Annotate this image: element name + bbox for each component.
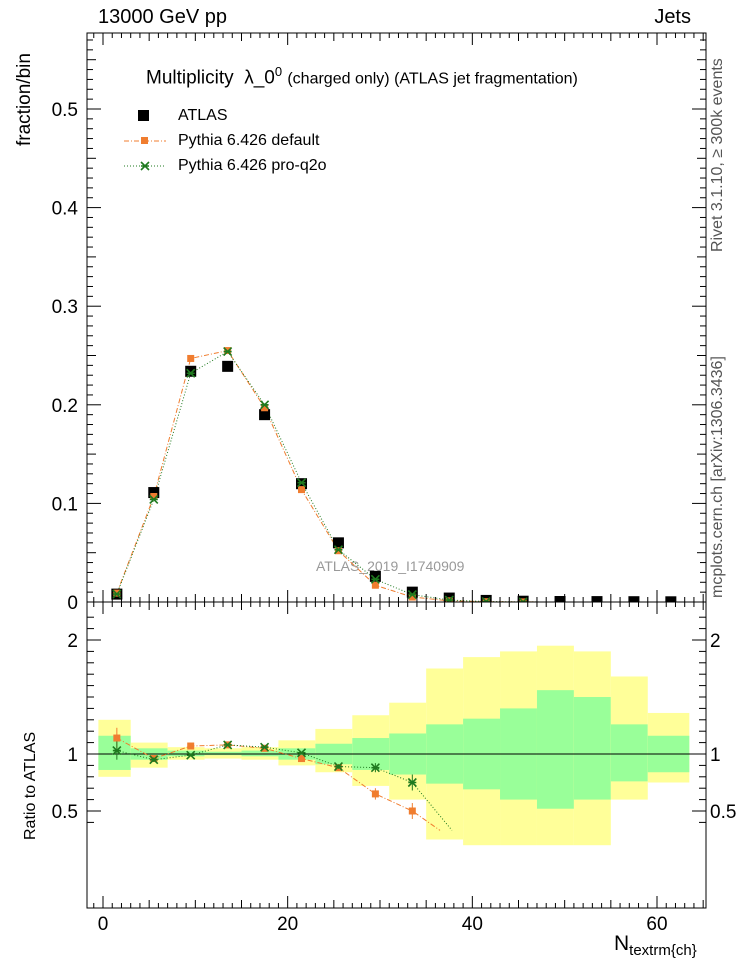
ratio-point-pythia-q2o (149, 755, 159, 765)
title-superscript: 0 (274, 64, 283, 79)
data-point-pythia-q2o (186, 368, 196, 378)
ratio-point-pythia-q2o (223, 740, 233, 750)
ratio-y-tick-label-right: 1 (710, 745, 721, 766)
legend-markers (124, 110, 166, 171)
ratio-point-pythia-q2o (296, 748, 307, 758)
ratio-y-tick-label-right: 2 (710, 631, 721, 652)
data-point-pythia-default (408, 593, 416, 601)
main-y-tick-label: 0.2 (52, 396, 78, 417)
main-y-tick-label: 0.1 (52, 494, 78, 515)
ratio-point-pythia-default (113, 734, 121, 742)
legend-marker-pythia-default (141, 137, 148, 144)
data-point-pythia-q2o (407, 590, 417, 600)
ratio-y-tick-label-left: 0.5 (52, 802, 78, 823)
data-point-pythia-q2o (444, 595, 454, 602)
data-point-atlas (369, 570, 381, 582)
data-point-atlas (443, 592, 455, 602)
data-point-atlas (554, 596, 566, 602)
main-line-pythia-q2o (116, 350, 671, 602)
ratio-uncertainty-bands (87, 645, 706, 846)
main-series (111, 346, 677, 602)
data-point-pythia-default (261, 404, 269, 412)
band-inner-bin (204, 751, 242, 756)
main-line-pythia-default (116, 350, 671, 602)
header-right-label: Jets (654, 6, 691, 28)
data-point-pythia-default (519, 598, 527, 602)
data-point-pythia-default (371, 581, 379, 589)
ratio-point-pythia-q2o (260, 742, 270, 752)
data-point-atlas (406, 586, 418, 598)
data-point-pythia-q2o (296, 478, 307, 488)
ratio-line-pythia-default (116, 737, 441, 831)
x-tick-label: 20 (277, 914, 298, 935)
band-inner-bin (241, 750, 279, 757)
x-axis-label-sub: textrm{ch} (629, 942, 697, 960)
x-axis-label: Ntextrm{ch} (614, 932, 697, 959)
data-point-atlas (148, 487, 160, 499)
ratio-point-pythia-q2o (186, 750, 196, 760)
header-left-label: 13000 GeV pp (98, 6, 227, 28)
data-point-pythia-q2o (333, 545, 344, 555)
x-tick-label: 40 (462, 914, 483, 935)
data-point-pythia-q2o (112, 589, 122, 599)
data-point-atlas (332, 537, 344, 549)
legend-label-pythia-q2o: Pythia 6.426 pro-q2o (178, 157, 327, 174)
ratio-point-pythia-default (187, 742, 195, 750)
title-symbol: λ_0 (244, 67, 275, 89)
data-point-atlas (185, 365, 197, 377)
ratio-point-pythia-q2o (407, 777, 417, 788)
title-prefix: Multiplicity (146, 67, 234, 89)
main-y-tick-label: 0.4 (52, 199, 79, 220)
band-inner-bin (573, 697, 611, 800)
data-point-pythia-q2o (223, 346, 233, 357)
data-point-pythia-default (187, 354, 195, 362)
legend-marker-atlas (138, 110, 149, 121)
ratio-series (112, 727, 453, 831)
x-tick-label: 0 (98, 914, 109, 935)
ratio-point-pythia-q2o (370, 763, 380, 773)
plot-title: Multiplicity λ_00 (charged only) (ATLAS … (146, 64, 578, 89)
data-point-atlas (665, 596, 677, 602)
band-inner-bin (167, 750, 205, 757)
axes: 0 20 40 60 0 0.1 0.2 0.3 0.4 0.5 0.5 0.5 1 1 2 2 (52, 32, 736, 935)
legend-label-atlas: ATLAS (178, 107, 228, 124)
ratio-point-pythia-default (371, 790, 379, 798)
main-y-tick-label: 0 (67, 593, 78, 614)
data-point-pythia-q2o (260, 400, 270, 410)
ratio-y-tick-label-left: 2 (67, 631, 78, 652)
ratio-point-pythia-q2o (333, 761, 344, 772)
legend-marker-pythia-q2o (140, 161, 150, 171)
data-point-atlas (591, 596, 603, 602)
band-inner-bin (536, 690, 574, 809)
band-inner-bin (610, 724, 648, 782)
data-point-atlas (259, 409, 271, 421)
ratio-y-tick-label-right: 0.5 (710, 802, 736, 823)
main-y-tick-label: 0.3 (52, 297, 78, 318)
legend-label-pythia-default: Pythia 6.426 default (178, 132, 320, 149)
data-point-pythia-default (150, 492, 158, 500)
x-tick-label: 60 (646, 914, 667, 935)
data-point-pythia-default (298, 486, 306, 494)
data-point-pythia-default (482, 598, 490, 602)
title-suffix: (charged only) (ATLAS jet fragmentation) (287, 70, 578, 88)
ratio-y-tick-label-left: 1 (67, 745, 78, 766)
main-y-tick-label: 0.5 (52, 100, 78, 121)
data-point-pythia-q2o (370, 574, 380, 584)
ratio-point-pythia-default (408, 807, 416, 815)
main-panel-frame (86, 32, 707, 603)
x-axis-label-main: N (614, 932, 630, 955)
data-point-atlas (222, 360, 234, 372)
ratio-point-pythia-default (298, 755, 306, 763)
data-point-pythia-q2o (149, 494, 159, 505)
ratio-point-pythia-q2o (112, 746, 122, 756)
data-point-atlas (628, 596, 640, 602)
ratio-panel-frame (86, 601, 707, 909)
